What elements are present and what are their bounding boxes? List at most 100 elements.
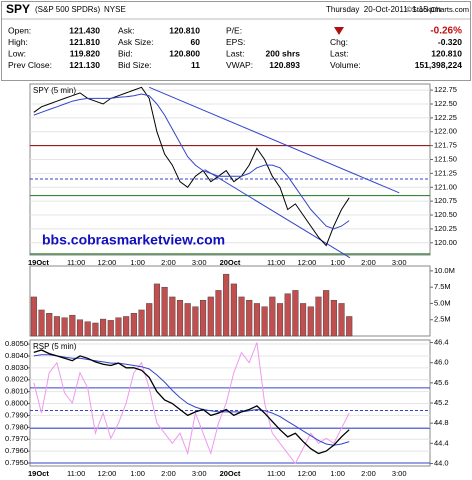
x-tick-label: 1:00 <box>130 258 145 267</box>
quote-label: Open: <box>8 25 31 35</box>
volume-bar <box>338 303 345 337</box>
y-tick-label: 2.5M <box>434 315 451 324</box>
quote-label: Bid Size: <box>118 60 152 70</box>
y-tick-label: 0.8010 <box>5 387 28 396</box>
volume-bar <box>30 296 37 337</box>
watermark: bbs.cobrasmarketview.com <box>42 232 225 248</box>
panel-frame <box>29 83 431 256</box>
y-tick-label: 10.0M <box>434 266 455 275</box>
y-tick-label: 0.8040 <box>5 351 28 360</box>
header-frame <box>1 1 471 81</box>
volume-bar <box>215 290 222 337</box>
y2-tick-label: 45.2 <box>434 398 449 407</box>
quote-value: 121.430 <box>69 25 100 35</box>
down-arrow <box>334 27 344 35</box>
volume-bar <box>92 322 99 337</box>
summary-value: 151,398,224 <box>415 60 463 70</box>
volume-bar <box>246 299 253 337</box>
x-tick-label: 2:00 <box>361 258 376 267</box>
volume-bar <box>161 286 168 337</box>
quote-label: P/E: <box>226 25 242 35</box>
symbol: SPY <box>6 2 30 16</box>
volume-bar <box>76 319 84 337</box>
exchange: NYSE <box>104 5 126 14</box>
y-tick-label: 0.8000 <box>5 399 28 408</box>
summary-label: Last: <box>330 48 348 58</box>
y2-tick-label: 44.4 <box>434 438 449 447</box>
panel-label: RSP (5 min) <box>33 342 77 351</box>
quote-value: 121.130 <box>69 60 100 70</box>
quote-label: Prev Close: <box>8 60 52 70</box>
volume-bar <box>261 306 268 337</box>
header: SPY (S&P 500 SPDRs) NYSE Thursday 20-Oct… <box>1 1 471 81</box>
volume-bar <box>184 303 191 337</box>
y-tick-label: 122.50 <box>434 99 457 108</box>
summary-value: 120.810 <box>431 48 462 58</box>
volume-bar <box>192 306 199 337</box>
security-name: (S&P 500 SPDRs) <box>35 5 101 14</box>
volume-bar <box>230 283 237 337</box>
x-tick-label: 1:00 <box>330 469 345 478</box>
y-tick-label: 122.75 <box>434 85 457 94</box>
quote-value: 200 shrs <box>266 48 301 58</box>
y-tick-label: 0.7970 <box>5 434 28 443</box>
volume-bar <box>307 306 314 337</box>
x-tick-label: 3:00 <box>192 258 207 267</box>
volume-bar <box>115 317 122 337</box>
volume-bar <box>269 296 276 337</box>
series-line <box>33 349 350 455</box>
x-tick-label: 1:00 <box>330 258 345 267</box>
series-line <box>33 86 350 247</box>
y-tick-label: 0.7950 <box>5 458 28 467</box>
x-tick-label: 11:00 <box>67 469 85 478</box>
volume-bar <box>207 296 214 337</box>
volume-bar <box>253 303 260 337</box>
volume-bar <box>130 313 137 337</box>
volume-bar <box>284 293 291 337</box>
y-tick-label: 5.0M <box>434 298 451 307</box>
quote-label: Ask: <box>118 25 135 35</box>
volume-bar <box>169 296 176 337</box>
volume-bar <box>38 309 45 337</box>
x-tick-label: 20Oct <box>220 258 241 267</box>
volume-bar <box>176 299 184 337</box>
y-tick-label: 120.50 <box>434 210 457 219</box>
volume-bar <box>153 283 160 337</box>
volume-bar <box>69 314 76 337</box>
volume-bar <box>146 303 153 337</box>
x-tick-label: 3:00 <box>392 469 407 478</box>
volume-bar <box>346 316 353 337</box>
x-tick-label: 12:00 <box>98 258 117 267</box>
trend-line <box>149 86 400 194</box>
volume-bar <box>223 273 230 337</box>
volume-bar <box>323 290 330 337</box>
x-tick-label: 11:00 <box>267 469 285 478</box>
quote-value: 119.820 <box>70 48 101 58</box>
x-tick-label: 11:00 <box>267 258 285 267</box>
y-tick-label: 0.7960 <box>5 446 28 455</box>
quote-value: 120.810 <box>169 25 200 35</box>
summary-label: Volume: <box>330 60 361 70</box>
x-tick-label: 3:00 <box>392 258 407 267</box>
volume-bar <box>276 303 284 337</box>
quote-value: 60 <box>191 37 201 47</box>
series-line <box>33 93 350 230</box>
quote-label: Low: <box>8 48 26 58</box>
trend-line <box>204 169 351 259</box>
y-tick-label: 0.7980 <box>5 422 28 431</box>
x-tick-label: 19Oct <box>28 469 49 478</box>
change-percent: -0.26% <box>430 26 462 37</box>
series-line <box>33 354 350 446</box>
summary-label: Chg: <box>330 37 348 47</box>
y2-tick-label: 46.0 <box>434 358 449 367</box>
volume-bar <box>123 316 130 337</box>
x-tick-label: 12:00 <box>98 469 117 478</box>
y-tick-label: 120.75 <box>434 196 457 205</box>
y-tick-label: 121.25 <box>434 168 457 177</box>
y-tick-label: 0.8020 <box>5 375 28 384</box>
y2-tick-label: 44.0 <box>434 458 449 467</box>
volume-bar <box>61 317 68 337</box>
quote-label: High: <box>8 37 28 47</box>
volume-bar <box>292 290 299 337</box>
